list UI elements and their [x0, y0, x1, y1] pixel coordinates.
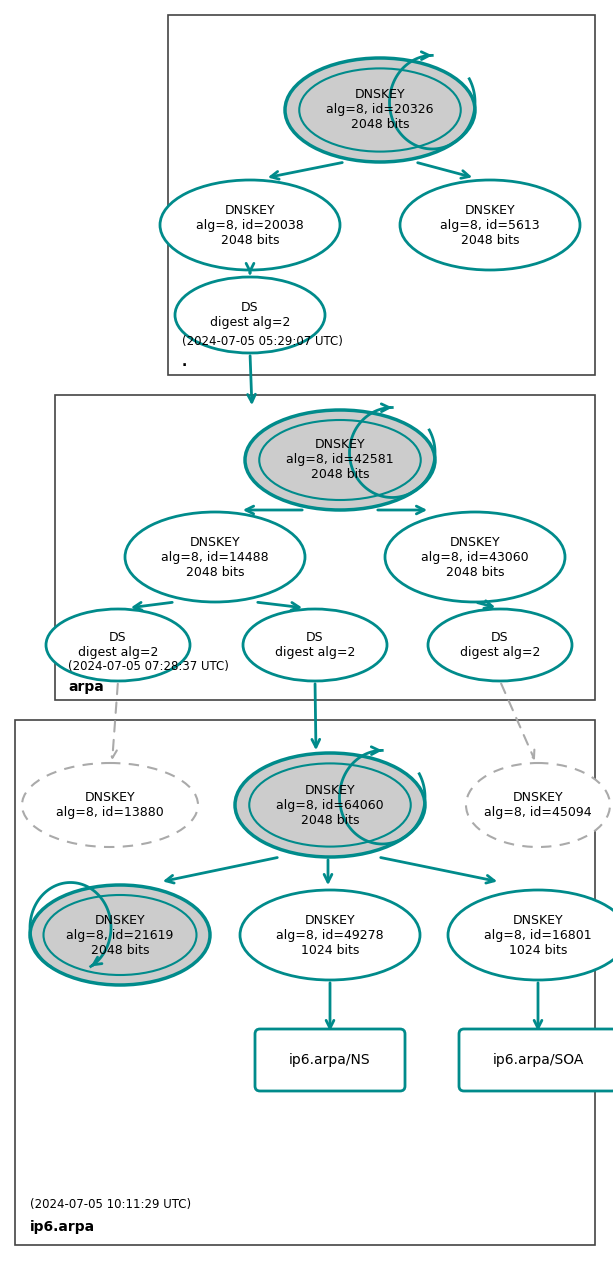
Text: (2024-07-05 05:29:07 UTC): (2024-07-05 05:29:07 UTC)	[182, 335, 343, 348]
Ellipse shape	[46, 610, 190, 681]
Ellipse shape	[285, 58, 475, 162]
Text: DNSKEY
alg=8, id=20326
2048 bits: DNSKEY alg=8, id=20326 2048 bits	[326, 88, 434, 132]
Ellipse shape	[400, 180, 580, 270]
Text: DNSKEY
alg=8, id=42581
2048 bits: DNSKEY alg=8, id=42581 2048 bits	[286, 438, 394, 482]
Ellipse shape	[245, 410, 435, 510]
Text: DNSKEY
alg=8, id=13880: DNSKEY alg=8, id=13880	[56, 791, 164, 819]
Text: .: .	[182, 355, 187, 369]
Ellipse shape	[175, 277, 325, 353]
Text: ip6.arpa/SOA: ip6.arpa/SOA	[492, 1053, 584, 1067]
FancyBboxPatch shape	[168, 15, 595, 374]
Text: DS
digest alg=2: DS digest alg=2	[78, 631, 158, 659]
Ellipse shape	[385, 512, 565, 602]
FancyBboxPatch shape	[15, 720, 595, 1245]
Ellipse shape	[22, 763, 198, 847]
Ellipse shape	[448, 889, 613, 980]
Text: DNSKEY
alg=8, id=20038
2048 bits: DNSKEY alg=8, id=20038 2048 bits	[196, 203, 304, 247]
FancyBboxPatch shape	[255, 1029, 405, 1091]
Text: DNSKEY
alg=8, id=45094: DNSKEY alg=8, id=45094	[484, 791, 592, 819]
Text: DNSKEY
alg=8, id=64060
2048 bits: DNSKEY alg=8, id=64060 2048 bits	[276, 783, 384, 827]
Ellipse shape	[235, 753, 425, 858]
Text: DNSKEY
alg=8, id=14488
2048 bits: DNSKEY alg=8, id=14488 2048 bits	[161, 535, 269, 579]
Text: arpa: arpa	[68, 680, 104, 694]
Text: DS
digest alg=2: DS digest alg=2	[460, 631, 540, 659]
Ellipse shape	[30, 884, 210, 985]
Text: DS
digest alg=2: DS digest alg=2	[275, 631, 355, 659]
Ellipse shape	[428, 610, 572, 681]
Ellipse shape	[466, 763, 610, 847]
Text: (2024-07-05 07:28:37 UTC): (2024-07-05 07:28:37 UTC)	[68, 659, 229, 674]
Text: DNSKEY
alg=8, id=5613
2048 bits: DNSKEY alg=8, id=5613 2048 bits	[440, 203, 540, 247]
Ellipse shape	[243, 610, 387, 681]
Text: ip6.arpa: ip6.arpa	[30, 1220, 95, 1235]
Ellipse shape	[160, 180, 340, 270]
FancyBboxPatch shape	[459, 1029, 613, 1091]
Text: ip6.arpa/NS: ip6.arpa/NS	[289, 1053, 371, 1067]
Text: DNSKEY
alg=8, id=16801
1024 bits: DNSKEY alg=8, id=16801 1024 bits	[484, 914, 592, 956]
Text: (2024-07-05 10:11:29 UTC): (2024-07-05 10:11:29 UTC)	[30, 1197, 191, 1212]
Text: DNSKEY
alg=8, id=21619
2048 bits: DNSKEY alg=8, id=21619 2048 bits	[66, 914, 173, 956]
FancyBboxPatch shape	[55, 395, 595, 700]
Ellipse shape	[125, 512, 305, 602]
Ellipse shape	[240, 889, 420, 980]
Text: DNSKEY
alg=8, id=43060
2048 bits: DNSKEY alg=8, id=43060 2048 bits	[421, 535, 529, 579]
Text: DNSKEY
alg=8, id=49278
1024 bits: DNSKEY alg=8, id=49278 1024 bits	[276, 914, 384, 956]
Text: DS
digest alg=2: DS digest alg=2	[210, 302, 290, 328]
